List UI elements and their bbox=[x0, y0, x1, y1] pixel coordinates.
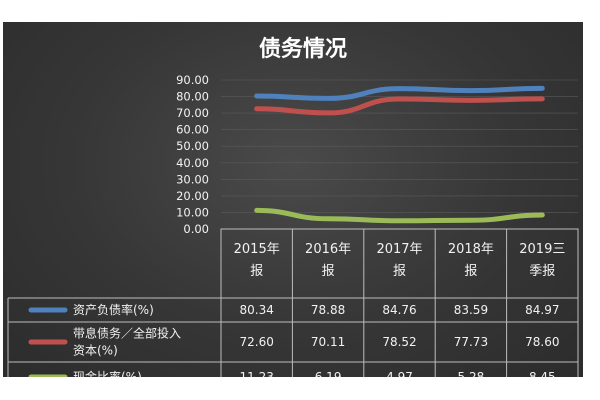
y-tick-label: 20.00 bbox=[176, 189, 209, 203]
legend-label: 资产负债率(%) bbox=[73, 302, 154, 317]
data-label: 4.97 bbox=[386, 370, 413, 377]
series-line-2 bbox=[254, 207, 545, 224]
y-tick-label: 10.00 bbox=[176, 205, 209, 219]
category-label: 季报 bbox=[529, 264, 555, 279]
y-tick-label: 80.00 bbox=[176, 90, 209, 104]
y-tick-label: 70.00 bbox=[176, 106, 209, 120]
data-label: 5.28 bbox=[458, 370, 485, 377]
y-tick-label: 60.00 bbox=[176, 123, 209, 137]
legend-label: 带息债务／全部投入 bbox=[73, 326, 181, 341]
series-line-1 bbox=[254, 96, 545, 116]
data-label: 83.59 bbox=[454, 303, 488, 317]
category-label: 2017年 bbox=[376, 242, 422, 257]
y-tick-label: 0.00 bbox=[183, 222, 209, 236]
data-label: 8.45 bbox=[529, 370, 556, 377]
y-tick-label: 40.00 bbox=[176, 156, 209, 170]
data-label: 70.11 bbox=[311, 335, 345, 349]
data-label: 84.76 bbox=[382, 303, 416, 317]
category-label: 报 bbox=[250, 264, 263, 279]
data-label: 72.60 bbox=[240, 335, 274, 349]
series-line-0 bbox=[254, 85, 545, 101]
chart-panel: 债务情况 0.00 10.00 20.00 30.00 40.00 50.00 60.00 7… bbox=[3, 22, 583, 377]
category-label: 报 bbox=[393, 264, 406, 279]
data-label: 80.34 bbox=[240, 303, 274, 317]
category-label: 报 bbox=[464, 264, 477, 279]
data-label: 84.97 bbox=[525, 303, 559, 317]
debt-chart: 债务情况 0.00 10.00 20.00 30.00 40.00 50.00 60.00 7… bbox=[7, 36, 579, 377]
legend-label: 现金比率(%) bbox=[73, 369, 142, 377]
data-label: 78.52 bbox=[382, 335, 416, 349]
category-label: 2016年 bbox=[305, 242, 351, 257]
data-label: 78.88 bbox=[311, 303, 345, 317]
category-label: 2018年 bbox=[448, 242, 494, 257]
y-tick-label: 30.00 bbox=[176, 172, 209, 186]
data-label: 77.73 bbox=[454, 335, 488, 349]
legend-label: 资本(%) bbox=[73, 344, 118, 358]
chart-title: 债务情况 bbox=[259, 36, 347, 62]
category-label: 2019三 bbox=[519, 242, 565, 257]
y-tick-label: 50.00 bbox=[176, 139, 209, 153]
data-label: 78.60 bbox=[525, 335, 559, 349]
y-tick-label: 90.00 bbox=[176, 73, 209, 87]
data-label: 6.19 bbox=[315, 370, 342, 377]
data-label: 11.23 bbox=[240, 370, 274, 377]
category-label: 2015年 bbox=[234, 242, 280, 257]
category-label: 报 bbox=[322, 264, 335, 279]
